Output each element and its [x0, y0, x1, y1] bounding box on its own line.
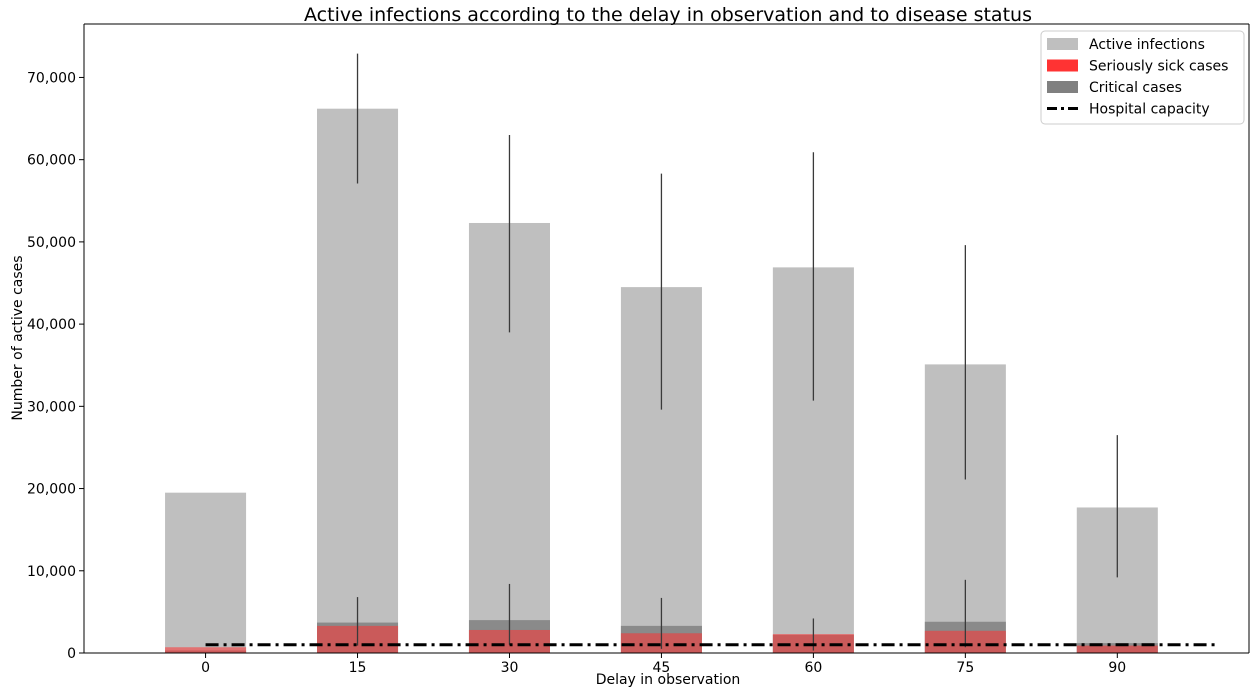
x-axis: 0 15 30 45 60 75 90 [84, 652, 1249, 676]
y-tick-label: 20,000 [27, 482, 76, 498]
y-axis-label: Number of active cases [10, 255, 26, 420]
legend-label: Critical cases [1089, 80, 1182, 96]
y-tick-label: 50,000 [27, 235, 76, 251]
legend-label: Hospital capacity [1089, 102, 1210, 118]
bar-seriously-sick-cases [165, 647, 247, 653]
bar-active-infections [317, 108, 399, 653]
x-axis-label: Delay in observation [596, 672, 741, 688]
x-tick-label: 30 [501, 660, 519, 676]
chart-title: Active infections according to the delay… [304, 4, 1032, 26]
legend: Active infections Seriously sick cases Cri… [1040, 30, 1245, 125]
legend-swatch [1047, 81, 1078, 93]
plot-area [84, 23, 1250, 653]
y-tick-label: 40,000 [27, 317, 76, 333]
legend-swatch [1047, 38, 1078, 50]
y-axis: 0 10,000 20,000 30,000 40,000 50,000 60,000 70,… [27, 24, 85, 662]
legend-label: Active infections [1089, 37, 1205, 53]
legend-swatch [1047, 59, 1078, 72]
x-tick-label: 15 [349, 660, 367, 676]
y-tick-label: 70,000 [27, 70, 76, 86]
bar-active-infections [165, 492, 247, 653]
x-tick-label: 90 [1108, 660, 1126, 676]
x-tick-label: 45 [653, 660, 671, 676]
y-tick-label: 10,000 [27, 564, 76, 580]
legend-frame [1040, 30, 1245, 125]
legend-label: Seriously sick cases [1089, 59, 1228, 75]
y-tick-label: 0 [67, 646, 76, 662]
x-tick-label: 75 [956, 660, 974, 676]
x-tick-label: 0 [201, 660, 210, 676]
x-tick-label: 60 [804, 660, 822, 676]
y-tick-label: 30,000 [27, 399, 76, 415]
bar-seriously-sick-cases [1076, 645, 1158, 653]
y-tick-label: 60,000 [27, 153, 76, 169]
